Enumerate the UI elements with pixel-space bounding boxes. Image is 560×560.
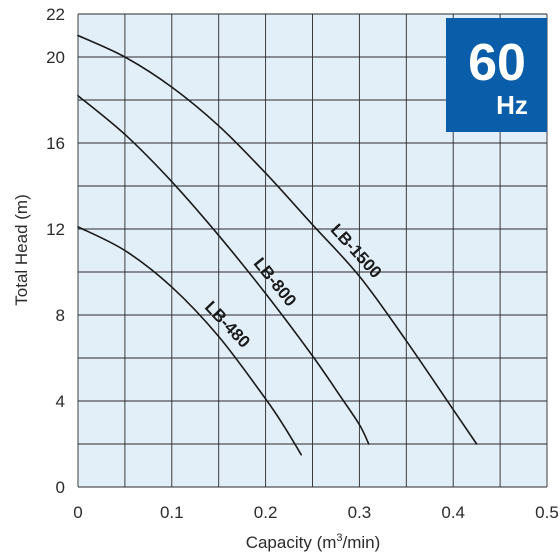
x-tick-label: 0.5 <box>535 503 559 522</box>
frequency-badge: 60 Hz <box>446 18 547 132</box>
y-tick-label: 12 <box>46 220 65 239</box>
y-tick-label: 0 <box>56 478 65 497</box>
frequency-badge-background <box>446 18 547 132</box>
x-tick-label: 0.3 <box>348 503 372 522</box>
y-tick-labels: 0 4 8 12 16 20 22 <box>46 5 65 497</box>
y-tick-label: 22 <box>46 5 65 24</box>
curve-lb-1500 <box>77 34 478 445</box>
y-tick-label: 16 <box>46 134 65 153</box>
x-axis-title: Capacity (m3/min) <box>246 532 381 552</box>
curve-lb-480 <box>77 226 303 456</box>
x-tick-label: 0 <box>73 503 82 522</box>
frequency-badge-unit: Hz <box>496 90 528 120</box>
x-tick-labels: 0 0.1 0.2 0.3 0.4 0.5 <box>73 503 559 522</box>
x-tick-label: 0.1 <box>160 503 184 522</box>
curve-lb-800 <box>77 94 370 445</box>
y-tick-label: 8 <box>56 306 65 325</box>
y-axis-title: Total Head (m) <box>12 194 31 305</box>
frequency-badge-value: 60 <box>468 34 526 92</box>
x-tick-label: 0.4 <box>441 503 465 522</box>
x-tick-label: 0.2 <box>254 503 278 522</box>
y-tick-label: 4 <box>56 392 65 411</box>
y-tick-label: 20 <box>46 48 65 67</box>
performance-curves <box>77 34 478 456</box>
